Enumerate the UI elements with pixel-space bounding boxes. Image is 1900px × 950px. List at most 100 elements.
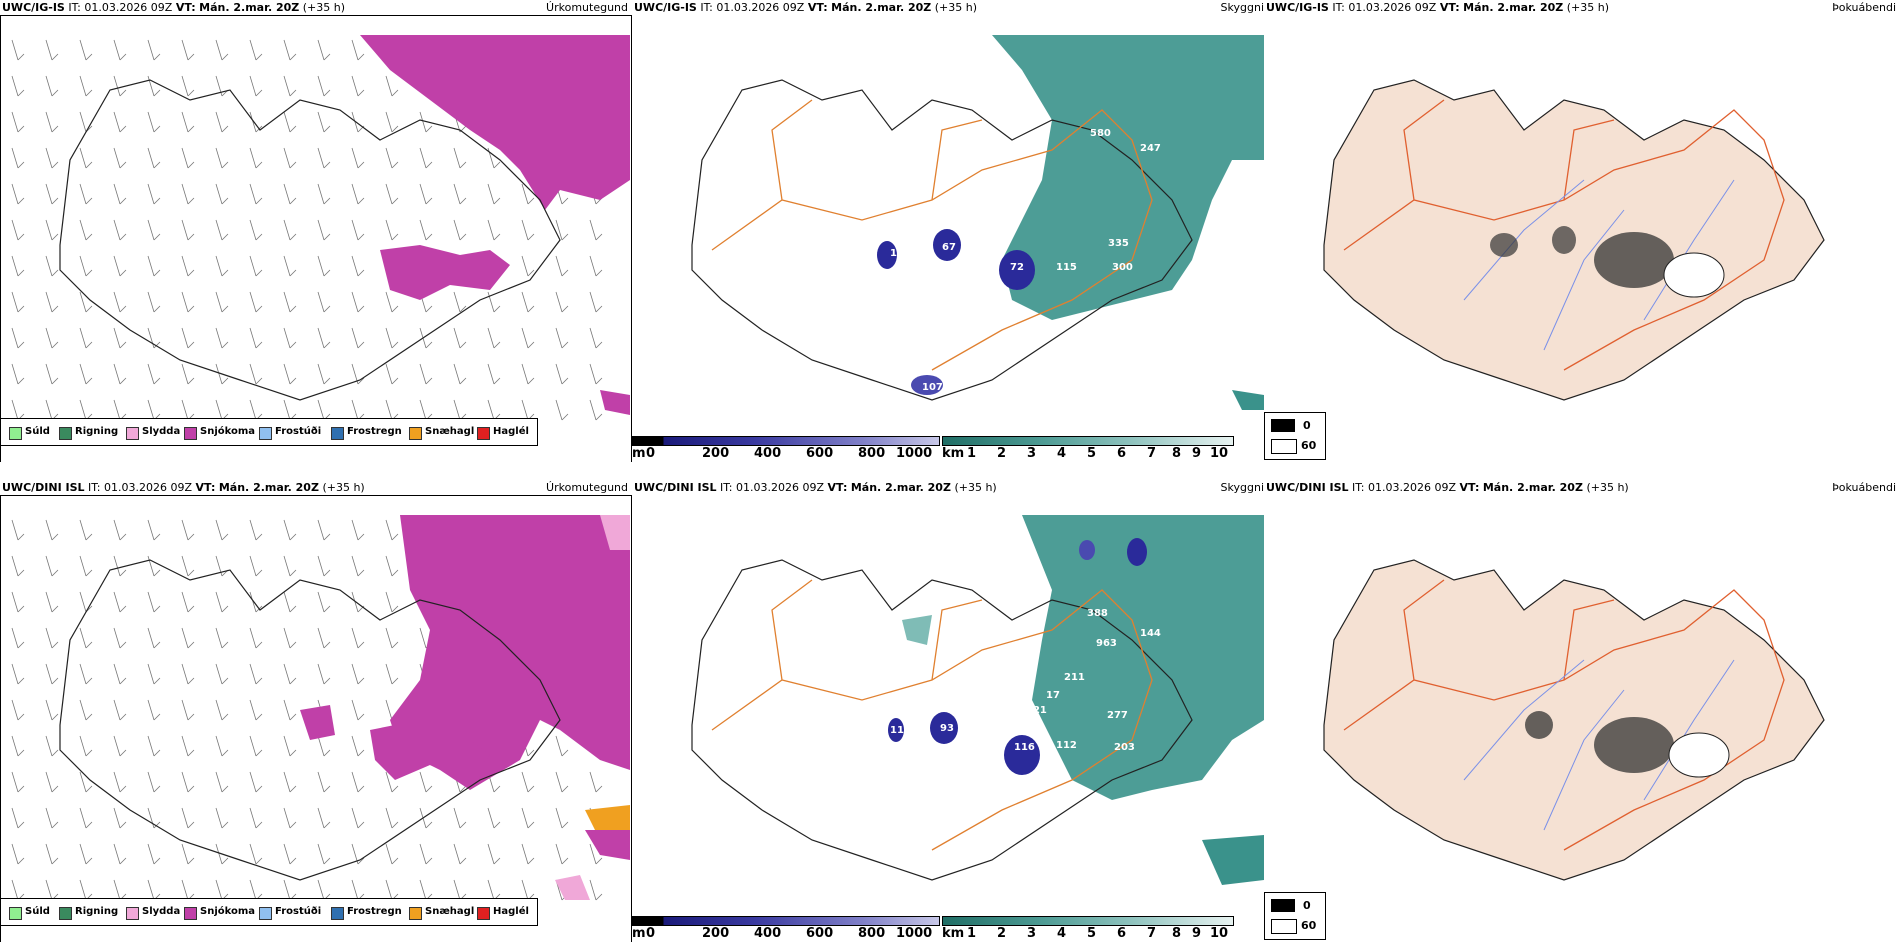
wind-barb xyxy=(555,843,569,865)
wind-barb xyxy=(317,147,331,169)
wind-barb xyxy=(79,363,93,385)
legend-swatch xyxy=(126,427,139,440)
wind-barb xyxy=(589,843,603,865)
wind-barb xyxy=(113,555,127,577)
wind-barb xyxy=(283,327,297,349)
height-tick: 400 xyxy=(754,926,782,941)
wind-barb xyxy=(385,327,399,349)
wind-barb xyxy=(453,363,467,385)
wind-barb xyxy=(181,183,195,205)
cloud-number: 388 xyxy=(1087,608,1108,619)
wind-barb xyxy=(317,111,331,133)
wind-barb xyxy=(181,291,195,313)
height-tick: 0 xyxy=(646,926,656,941)
panel-title: UWC/DINI ISL IT: 01.03.2026 09Z VT: Mán.… xyxy=(2,481,365,494)
precip-panel-row1: UWC/IG-IS IT: 01.03.2026 09Z VT: Mán. 2.… xyxy=(0,0,632,462)
wind-barb xyxy=(317,663,331,685)
wind-barb xyxy=(385,75,399,97)
fog-patch-2 xyxy=(1663,252,1725,298)
wind-barb xyxy=(11,255,25,277)
wind-barb xyxy=(453,183,467,205)
wind-barb xyxy=(215,219,229,241)
vis-tick: 5 xyxy=(1087,446,1097,461)
wind-barb xyxy=(487,219,501,241)
wind-barb xyxy=(147,519,161,541)
cloud-number: 277 xyxy=(1107,710,1128,721)
low-cloud-5 xyxy=(1127,538,1147,566)
wind-barb xyxy=(249,255,263,277)
wind-barb xyxy=(45,555,59,577)
wind-barb xyxy=(283,879,297,901)
wind-barb xyxy=(113,519,127,541)
cloud-number: 108 xyxy=(890,248,911,259)
wind-barb xyxy=(147,699,161,721)
height-tick: 1000 xyxy=(896,446,933,461)
fog-panel-row2: UWC/DINI ISL IT: 01.03.2026 09Z VT: Mán.… xyxy=(1264,480,1900,942)
wind-barb xyxy=(147,147,161,169)
wind-barb xyxy=(249,111,263,133)
wind-barb xyxy=(283,75,297,97)
wind-barb xyxy=(147,75,161,97)
legend-label: Slydda xyxy=(142,906,181,917)
legend-swatch xyxy=(59,427,72,440)
vis-tick: 9 xyxy=(1192,926,1202,941)
teal-area-se xyxy=(1202,835,1264,885)
wind-barb xyxy=(283,399,297,421)
cloud-number: 17 xyxy=(1046,690,1060,701)
wind-barb xyxy=(521,399,535,421)
legend-swatch xyxy=(184,427,197,440)
wind-barb xyxy=(555,807,569,829)
wind-barb xyxy=(487,399,501,421)
wind-barb xyxy=(317,183,331,205)
wind-barb xyxy=(453,291,467,313)
wind-barb xyxy=(283,147,297,169)
wind-barb xyxy=(147,735,161,757)
wind-barb xyxy=(11,627,25,649)
wind-barb xyxy=(283,591,297,613)
wind-barb xyxy=(249,39,263,61)
cloud-map xyxy=(691,35,1264,410)
wind-barb xyxy=(351,807,365,829)
cloud-number: 121 xyxy=(1026,705,1047,716)
wind-barb xyxy=(113,807,127,829)
iceland-outline xyxy=(59,559,561,881)
legend-swatch xyxy=(409,907,422,920)
wind-barb xyxy=(317,363,331,385)
wind-barb xyxy=(45,327,59,349)
wind-barb xyxy=(113,183,127,205)
wind-barb xyxy=(11,147,25,169)
wind-barb xyxy=(181,807,195,829)
cloud-number: 144 xyxy=(1140,628,1161,639)
legend-label: Súld xyxy=(25,906,50,917)
wind-barb xyxy=(249,879,263,901)
wind-barb xyxy=(11,591,25,613)
wind-barb xyxy=(45,591,59,613)
iceland-outline xyxy=(59,79,561,401)
wind-barb xyxy=(317,255,331,277)
wind-barb xyxy=(249,219,263,241)
wind-barb xyxy=(249,771,263,793)
legend-swatch xyxy=(126,907,139,920)
wind-barb xyxy=(317,519,331,541)
wind-barb xyxy=(11,399,25,421)
wind-barb xyxy=(249,555,263,577)
snow-area-south xyxy=(380,245,510,300)
vis-colorbar-row1: km 1 2 3 4 5 6 7 8 9 10 xyxy=(942,436,1234,461)
wind-barb xyxy=(385,111,399,133)
wind-barb xyxy=(249,363,263,385)
wind-barb xyxy=(113,219,127,241)
wind-barb xyxy=(45,519,59,541)
wind-barb xyxy=(45,291,59,313)
legend-label: Snæhagl xyxy=(425,906,475,917)
snow-area-west xyxy=(300,705,335,740)
wind-barb xyxy=(555,255,569,277)
wind-barb xyxy=(249,591,263,613)
legend-label: Frostúði xyxy=(275,906,322,917)
wind-barb xyxy=(317,771,331,793)
wind-barb xyxy=(147,219,161,241)
vis-tick: 8 xyxy=(1172,926,1182,941)
wind-barb xyxy=(385,363,399,385)
wind-barb xyxy=(249,327,263,349)
height-colorbar-row2: m 0 200 400 600 800 1000 xyxy=(632,916,940,941)
wind-barb xyxy=(521,879,535,901)
